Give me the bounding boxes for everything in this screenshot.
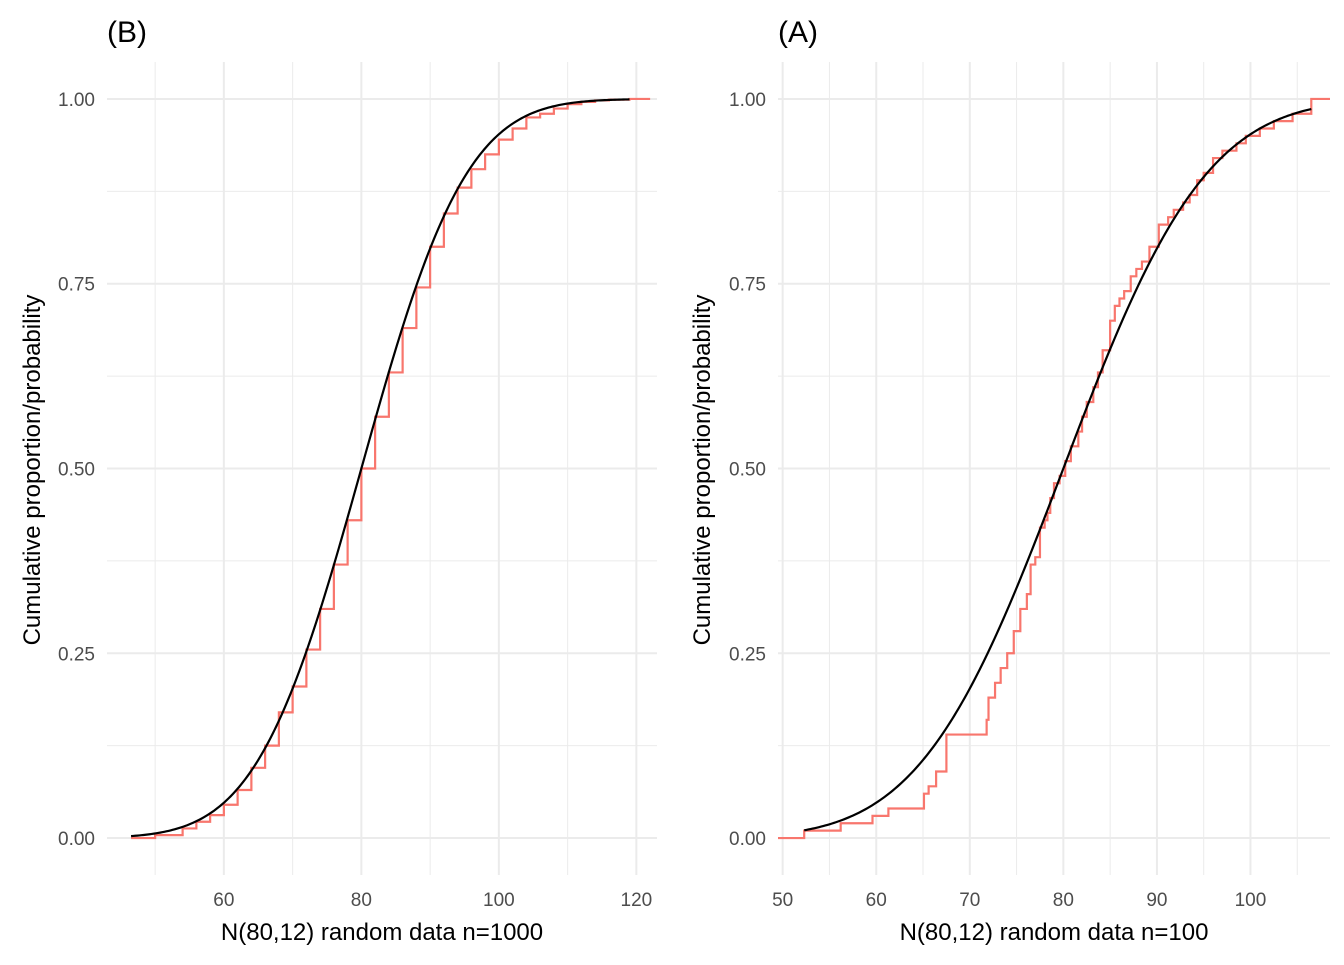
panel-b-y-tick-label: 0.25 — [58, 644, 95, 665]
panel-b-x-tick-label: 80 — [351, 890, 372, 911]
panel-a-y-axis-title: Cumulative proportion/probability — [689, 295, 716, 646]
panel-b-x-tick-label: 60 — [213, 890, 234, 911]
panel-a-x-tick-label: 80 — [1053, 890, 1074, 911]
panel-b-x-tick-labels: 60 80 100 120 — [213, 890, 652, 911]
panel-a-x-tick-label: 70 — [959, 890, 980, 911]
panel-a-y-tick-label: 0.00 — [729, 829, 766, 850]
panel-a-y-tick-label: 0.75 — [729, 275, 766, 296]
panel-b-y-tick-label: 0.75 — [58, 275, 95, 296]
panel-b-x-tick-label: 100 — [483, 890, 515, 911]
panel-a-x-tick-label: 50 — [772, 890, 793, 911]
panel-b-y-tick-label: 0.00 — [58, 829, 95, 850]
panel-a: (A) 0.00 0.25 0.50 0.75 1.00 50 60 70 80 90 100 N… — [689, 16, 1330, 946]
panel-a-y-tick-label: 0.50 — [729, 460, 766, 481]
panel-b: (B) 0.00 0.25 0.50 0.75 1.00 60 80 100 120 N(80… — [19, 16, 657, 946]
panel-a-grid — [778, 62, 1330, 875]
panel-a-x-tick-labels: 50 60 70 80 90 100 — [772, 890, 1266, 911]
panel-a-x-tick-label: 60 — [866, 890, 887, 911]
panel-a-series — [778, 97, 1330, 840]
panel-a-x-tick-label: 100 — [1235, 890, 1267, 911]
panel-b-title: (B) — [107, 16, 147, 49]
panel-b-series — [130, 97, 651, 840]
panel-a-normal-cdf-line — [804, 107, 1312, 832]
panel-b-y-tick-label: 0.50 — [58, 460, 95, 481]
panel-a-x-axis-title: N(80,12) random data n=100 — [900, 919, 1209, 946]
panel-b-y-tick-label: 1.00 — [58, 90, 95, 111]
panel-b-ecdf-line — [131, 97, 651, 840]
panel-b-x-tick-label: 120 — [621, 890, 653, 911]
panel-a-y-tick-label: 1.00 — [729, 90, 766, 111]
panel-a-x-tick-label: 90 — [1146, 890, 1167, 911]
panel-b-y-axis-title: Cumulative proportion/probability — [19, 295, 46, 646]
panel-a-y-tick-label: 0.25 — [729, 644, 766, 665]
panel-b-normal-cdf-line — [130, 98, 630, 838]
panel-b-grid — [107, 62, 657, 875]
panel-b-y-tick-labels: 0.00 0.25 0.50 0.75 1.00 — [58, 90, 95, 850]
panel-a-title: (A) — [778, 16, 818, 49]
panel-b-x-axis-title: N(80,12) random data n=1000 — [221, 919, 543, 946]
panel-a-y-tick-labels: 0.00 0.25 0.50 0.75 1.00 — [729, 90, 766, 850]
